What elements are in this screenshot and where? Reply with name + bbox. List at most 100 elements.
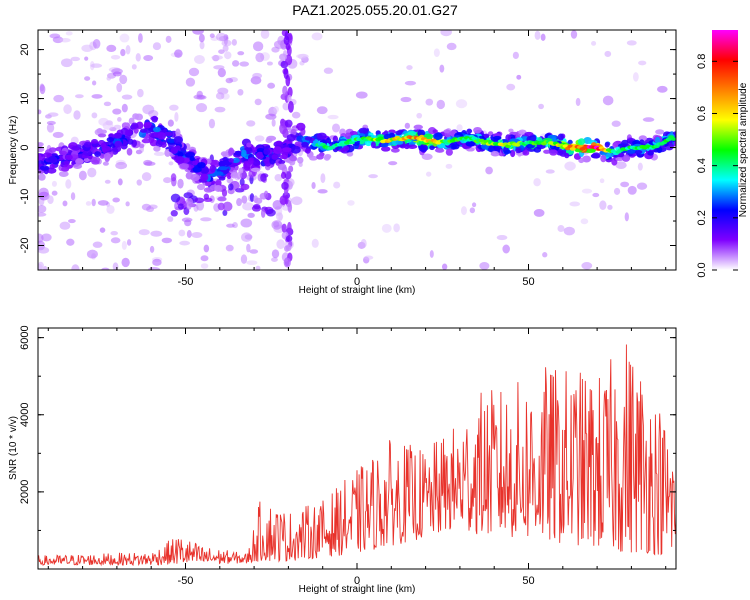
spectrogram-cell <box>524 131 534 136</box>
spectrogram-speckle <box>239 178 245 186</box>
x-tick-label: 0 <box>354 575 360 587</box>
spectrogram-speckle <box>141 203 152 211</box>
snr-series-line <box>38 344 676 567</box>
spectrogram-speckle <box>52 131 64 139</box>
spectrogram-speckle <box>46 120 56 125</box>
snr-y-axis-label: SNR (10 * v/v) <box>8 416 19 480</box>
spectrogram-cell <box>418 144 429 152</box>
spectrogram-speckle <box>291 196 303 206</box>
spectrogram-cell <box>38 173 46 181</box>
spectrogram-speckle <box>620 181 630 188</box>
colorbar-ticks: 0.0 0.2 0.4 0.6 0.8 <box>696 54 738 278</box>
colorbar-tick-label: 0.6 <box>696 106 708 121</box>
spectrogram-speckle <box>143 159 153 166</box>
spectrogram-speckle <box>126 239 132 246</box>
spectrogram-speckle <box>177 178 184 189</box>
spectrogram-speckle <box>215 32 227 42</box>
spectrogram-speckle <box>84 76 91 81</box>
spectrogram-cell <box>103 152 111 161</box>
spectrogram-speckle <box>121 257 130 268</box>
spectrogram-cell <box>390 147 400 153</box>
spectrogram-speckle <box>150 230 163 237</box>
spectrogram-cell <box>286 134 296 142</box>
spectrogram-cell <box>71 146 81 151</box>
spectrogram-speckle <box>360 238 367 249</box>
spectrogram-cell <box>192 160 198 166</box>
spectrogram-cell <box>219 161 227 166</box>
spectrogram-speckle <box>186 230 192 238</box>
snr-x-axis-label: Height of straight line (km) <box>299 584 416 595</box>
spectrogram-speckle <box>533 208 545 217</box>
y-tick-label: 2000 <box>19 480 31 504</box>
spectrogram-cell <box>294 141 303 147</box>
spectrogram-cell <box>395 140 404 145</box>
spectrogram-cell <box>179 163 190 170</box>
spectrogram-speckle <box>106 204 115 214</box>
spectrogram-speckle <box>138 229 150 236</box>
spectrogram-speckle <box>115 161 128 170</box>
spectrogram-cell <box>215 180 222 186</box>
spectrogram-speckle <box>208 118 216 129</box>
spectrogram-speckle <box>441 263 448 270</box>
spectrogram-speckle <box>563 226 575 236</box>
spectrogram-speckle <box>217 196 227 202</box>
spectrogram-cell <box>510 149 516 158</box>
spectrogram-speckle <box>242 202 254 211</box>
spectrogram-speckle <box>195 103 208 113</box>
spectrogram-speckle <box>265 113 277 120</box>
spectrogram-speckle <box>272 199 283 210</box>
spectrogram-cell <box>264 160 272 167</box>
spectrogram-speckle <box>152 258 162 266</box>
spectrogram-cell <box>289 155 297 162</box>
spectrogram-cell <box>243 161 251 169</box>
spectrogram-speckle <box>225 77 234 84</box>
spectrogram-cell <box>518 129 527 135</box>
spectrogram-cell <box>429 145 435 151</box>
spectrogram-cell <box>342 145 350 152</box>
spectrogram-speckle <box>636 182 648 190</box>
spectrogram-speckle <box>117 178 123 186</box>
spectrogram-cell <box>91 159 100 165</box>
spectrogram-speckle <box>200 217 212 222</box>
spectrogram-speckle <box>237 51 245 56</box>
spectrogram-speckle <box>580 218 589 225</box>
spectrogram-speckle <box>469 207 476 214</box>
spectrogram-cell <box>126 148 133 156</box>
spectrogram-speckle <box>103 101 112 107</box>
spectrogram-speckle <box>638 60 647 66</box>
spectrogram-speckle <box>311 32 323 41</box>
spectrogram-speckle <box>38 212 47 217</box>
spectrogram-cell <box>407 144 418 149</box>
spectrogram-cell <box>241 149 247 158</box>
spectrogram-speckle <box>273 106 279 113</box>
spectrogram-y-axis-label: Frequency (Hz) <box>8 116 19 185</box>
spectrogram-cell <box>65 154 73 160</box>
spectrogram-speckle <box>153 151 165 156</box>
x-tick-label: 50 <box>522 575 534 587</box>
spectrogram-speckle <box>43 265 48 270</box>
spectrogram-speckle <box>425 98 434 106</box>
spectrogram-cell <box>246 142 252 148</box>
spectrogram-speckle <box>174 112 179 122</box>
spectrogram-cell <box>273 146 282 154</box>
spectrogram-speckle <box>260 173 267 182</box>
spectrogram-cell <box>483 133 490 139</box>
spectrogram-speckle <box>266 61 273 66</box>
spectrogram-cell <box>465 140 476 147</box>
spectrogram-cell <box>197 161 206 169</box>
spectrogram-cell <box>39 165 50 171</box>
spectrogram-cell <box>214 185 223 192</box>
spectrogram-speckle <box>91 112 98 119</box>
spectrogram-speckle <box>99 227 106 233</box>
colorbar-tick-label: 0.8 <box>696 54 708 69</box>
spectrogram-speckle <box>116 82 123 93</box>
spectrogram-cell <box>124 129 133 136</box>
spectrogram-cell <box>395 130 403 136</box>
spectrogram-cell <box>466 128 473 134</box>
spectrogram-speckle <box>121 94 133 100</box>
spectrogram-speckle <box>502 244 510 254</box>
spectrogram-cell <box>309 155 318 161</box>
spectrogram-cell <box>407 130 417 136</box>
spectrogram-speckle <box>200 255 209 262</box>
spectrogram-speckle <box>604 50 612 58</box>
